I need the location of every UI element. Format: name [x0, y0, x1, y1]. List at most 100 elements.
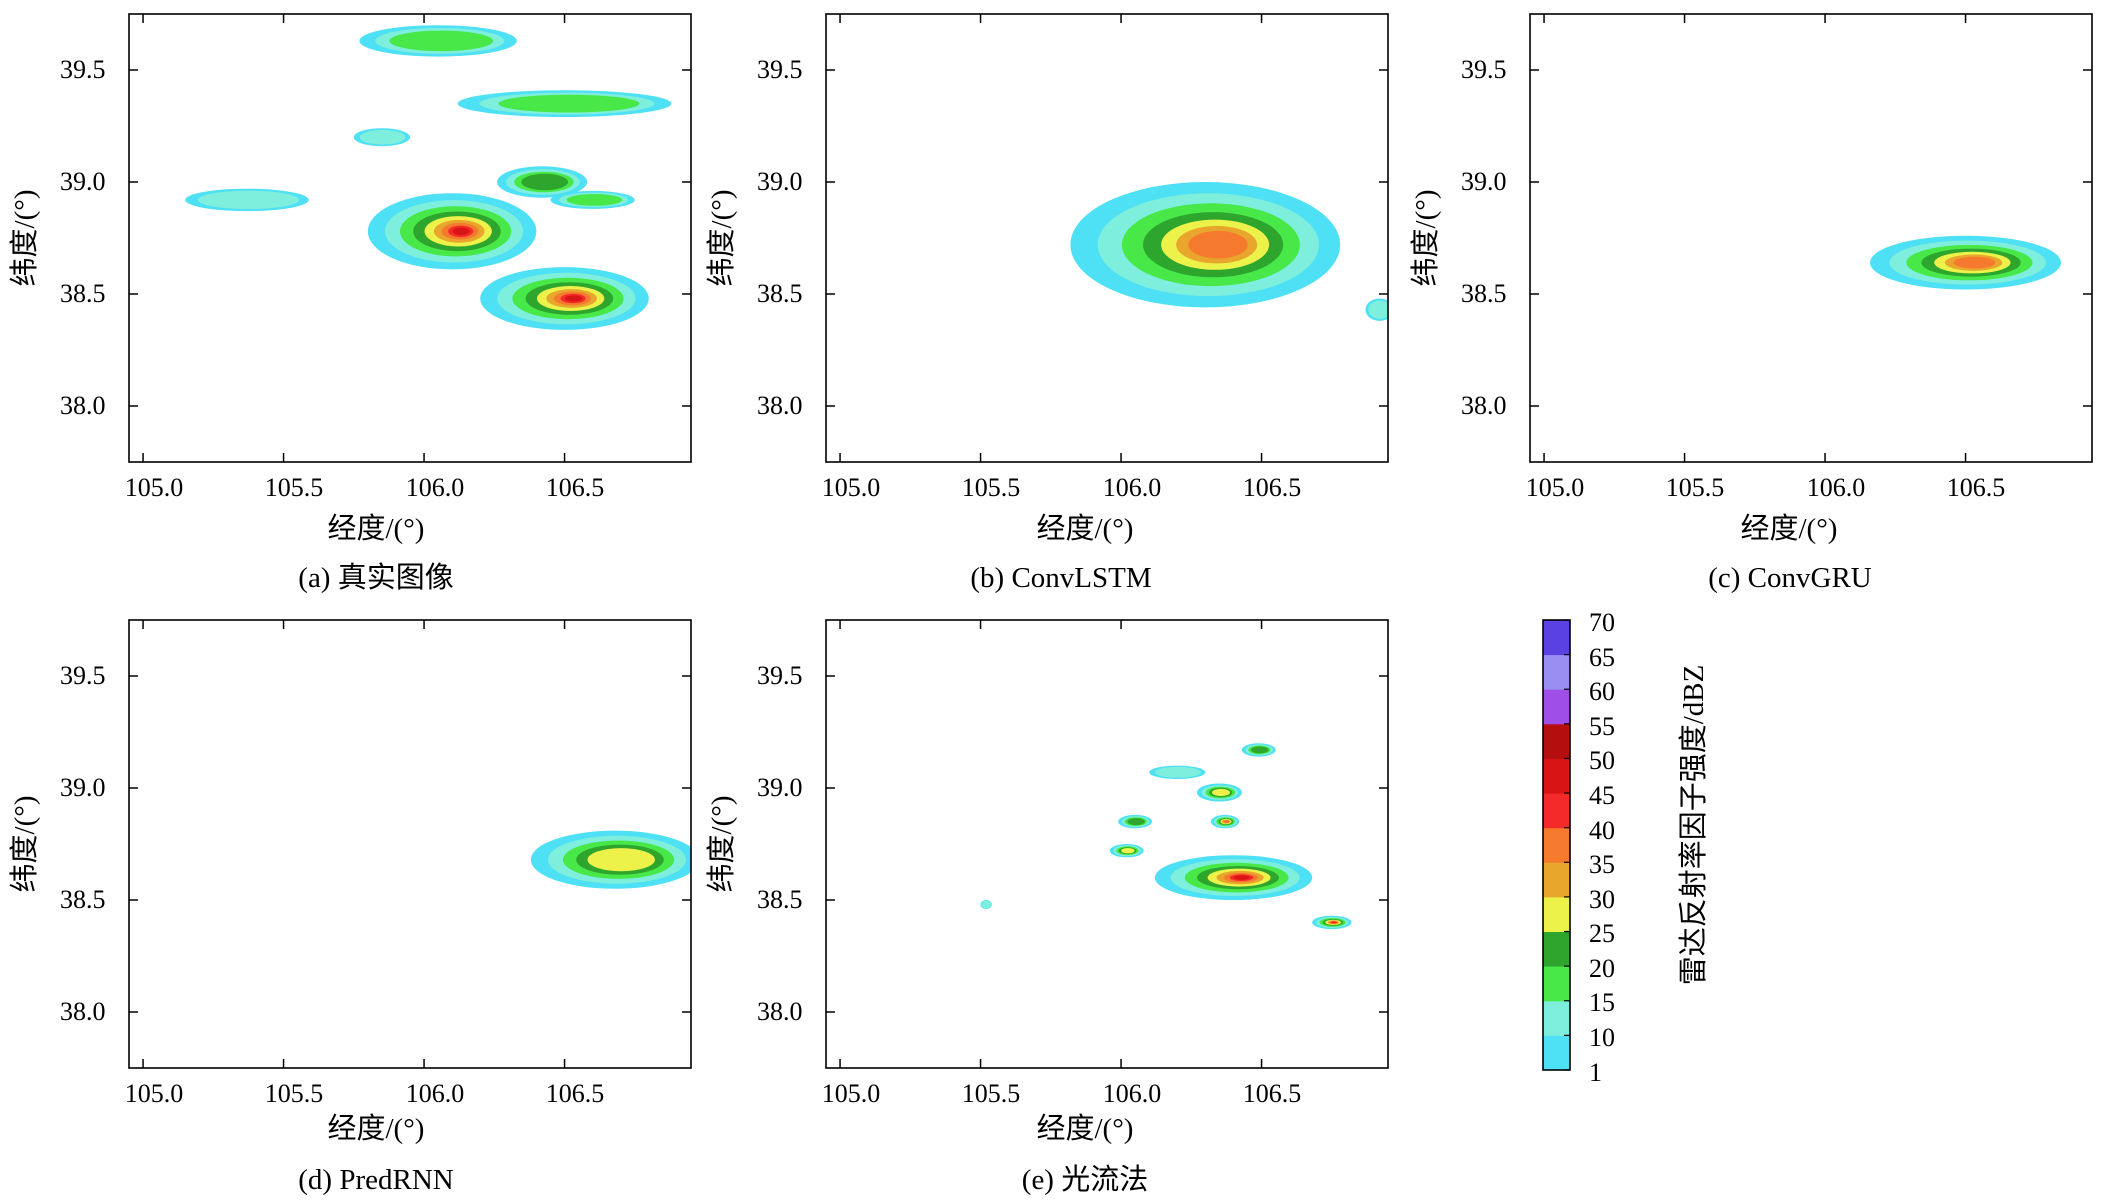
ytick-label: 39.0 — [757, 167, 803, 196]
xtick-label: 106.0 — [1103, 473, 1162, 502]
panel-d: 39.5 39.0 38.5 38.0 105.0 105.5 106.0 10… — [8, 619, 692, 1196]
xtick-label: 106.5 — [1947, 473, 2006, 502]
colorbar-segment — [1543, 827, 1570, 863]
echo-contour-level-1 — [1154, 766, 1201, 778]
colorbar-segment — [1543, 896, 1570, 932]
xtick-label: 105.0 — [822, 1079, 881, 1108]
ytick-label: 38.0 — [757, 997, 803, 1026]
radar-echo-field-a — [185, 25, 672, 330]
panel-caption: (a) 真实图像 — [298, 561, 453, 594]
colorbar-segment — [1543, 620, 1570, 656]
colorbar-tick-label: 65 — [1589, 643, 1615, 672]
xtick-label: 106.0 — [1807, 473, 1866, 502]
ytick-label: 39.5 — [757, 661, 803, 690]
ytick-label: 38.0 — [1461, 391, 1507, 420]
ytick-label: 39.0 — [757, 773, 803, 802]
colorbar-tick-label: 1 — [1589, 1058, 1602, 1087]
echo-contour-level-1 — [1368, 300, 1388, 319]
xtick-label: 105.0 — [1526, 473, 1585, 502]
plot-frame — [128, 619, 692, 1069]
xtick-label: 105.0 — [125, 473, 184, 502]
xtick-label: 106.0 — [406, 473, 465, 502]
xtick-label: 105.0 — [125, 1079, 184, 1108]
xtick-label: 106.5 — [1243, 1079, 1302, 1108]
echo-contour-level-1 — [359, 129, 406, 145]
plot-frame — [1529, 13, 2093, 463]
axis-ticks — [129, 620, 691, 1068]
echo-contour-level-4 — [1121, 848, 1135, 854]
x-axis-label: 经度/(°) — [328, 1112, 425, 1145]
colorbar-segment — [1543, 862, 1570, 898]
ytick-label: 39.5 — [60, 661, 106, 690]
colorbar-segment — [1543, 793, 1570, 829]
xtick-label: 106.5 — [1243, 473, 1302, 502]
ytick-label: 39.0 — [60, 773, 106, 802]
ytick-label: 38.0 — [60, 997, 106, 1026]
y-axis-label: 纬度/(°) — [705, 796, 738, 893]
plot-frame — [128, 13, 692, 463]
ytick-label: 39.0 — [1461, 167, 1507, 196]
colorbar-segment — [1543, 654, 1570, 690]
radar-echo-field-d — [530, 830, 691, 889]
colorbar-tick-label: 70 — [1589, 608, 1615, 637]
echo-contour-level-8 — [452, 227, 470, 236]
colorbar-tick-label: 45 — [1589, 781, 1615, 810]
xtick-label: 106.0 — [406, 1079, 465, 1108]
colorbar-segment — [1543, 758, 1570, 794]
axis-ticks — [826, 14, 1388, 462]
colorbar-segment — [1543, 723, 1570, 759]
plot-frame — [825, 13, 1389, 463]
ytick-label: 38.5 — [757, 885, 803, 914]
xtick-label: 106.0 — [1103, 1079, 1162, 1108]
ytick-label: 38.5 — [60, 885, 106, 914]
colorbar-tick-label: 10 — [1589, 1023, 1615, 1052]
panel-caption: (d) PredRNN — [298, 1164, 454, 1196]
xtick-label: 105.5 — [1666, 473, 1725, 502]
xtick-label: 105.5 — [962, 473, 1021, 502]
y-axis-label: 纬度/(°) — [8, 190, 41, 287]
echo-contour-level-8 — [1234, 875, 1250, 880]
echo-contour-level-3 — [521, 173, 569, 191]
xtick-label: 106.5 — [546, 1079, 605, 1108]
ytick-label: 38.5 — [1461, 279, 1507, 308]
colorbar-tick-label: 50 — [1589, 746, 1615, 775]
panel-a: 39.5 39.0 38.5 38.0 105.0 105.5 106.0 10… — [8, 13, 692, 594]
echo-contour-level-1 — [197, 190, 300, 210]
xtick-label: 105.0 — [822, 473, 881, 502]
colorbar-tick-label: 20 — [1589, 954, 1615, 983]
radar-echo-field-c — [1870, 235, 2061, 290]
echo-contour-level-3 — [1127, 818, 1145, 826]
x-axis-label: 经度/(°) — [1037, 512, 1134, 545]
ytick-label: 39.5 — [1461, 55, 1507, 84]
echo-contour-level-8 — [565, 295, 583, 302]
y-axis-label: 纬度/(°) — [1409, 190, 1442, 287]
echo-contour-level-4 — [1212, 788, 1230, 797]
ytick-label: 38.5 — [757, 279, 803, 308]
ytick-label: 38.5 — [60, 279, 106, 308]
echo-contour-level-1 — [981, 900, 991, 909]
xtick-label: 105.5 — [265, 1079, 324, 1108]
colorbar-tick-label: 35 — [1589, 850, 1615, 879]
colorbar-segment — [1543, 1035, 1570, 1071]
panel-e: 39.5 39.0 38.5 38.0 105.0 105.5 106.0 10… — [705, 619, 1389, 1196]
axis-ticks — [1530, 14, 2092, 462]
panel-caption: (c) ConvGRU — [1708, 562, 1872, 594]
colorbar-segment — [1543, 931, 1570, 967]
xtick-label: 106.5 — [546, 473, 605, 502]
colorbar: 70 65 60 55 50 45 40 35 30 25 20 15 10 1… — [1542, 608, 1710, 1087]
panel-c: 39.5 39.0 38.5 38.0 105.0 105.5 106.0 10… — [1409, 13, 2093, 594]
ytick-label: 39.0 — [60, 167, 106, 196]
echo-contour-level-6 — [1223, 820, 1230, 824]
ytick-label: 38.0 — [60, 391, 106, 420]
echo-contour-level-6 — [1953, 256, 1996, 269]
colorbar-segments — [1543, 620, 1570, 1071]
axis-ticks — [826, 620, 1388, 1068]
colorbar-segment — [1543, 1000, 1570, 1036]
colorbar-ticks — [1564, 619, 1570, 1071]
colorbar-segment — [1543, 689, 1570, 725]
y-axis-label: 纬度/(°) — [8, 796, 41, 893]
echo-contour-level-6 — [1188, 230, 1248, 259]
y-axis-label: 纬度/(°) — [705, 190, 738, 287]
ytick-label: 39.5 — [757, 55, 803, 84]
colorbar-tick-label: 55 — [1589, 712, 1615, 741]
